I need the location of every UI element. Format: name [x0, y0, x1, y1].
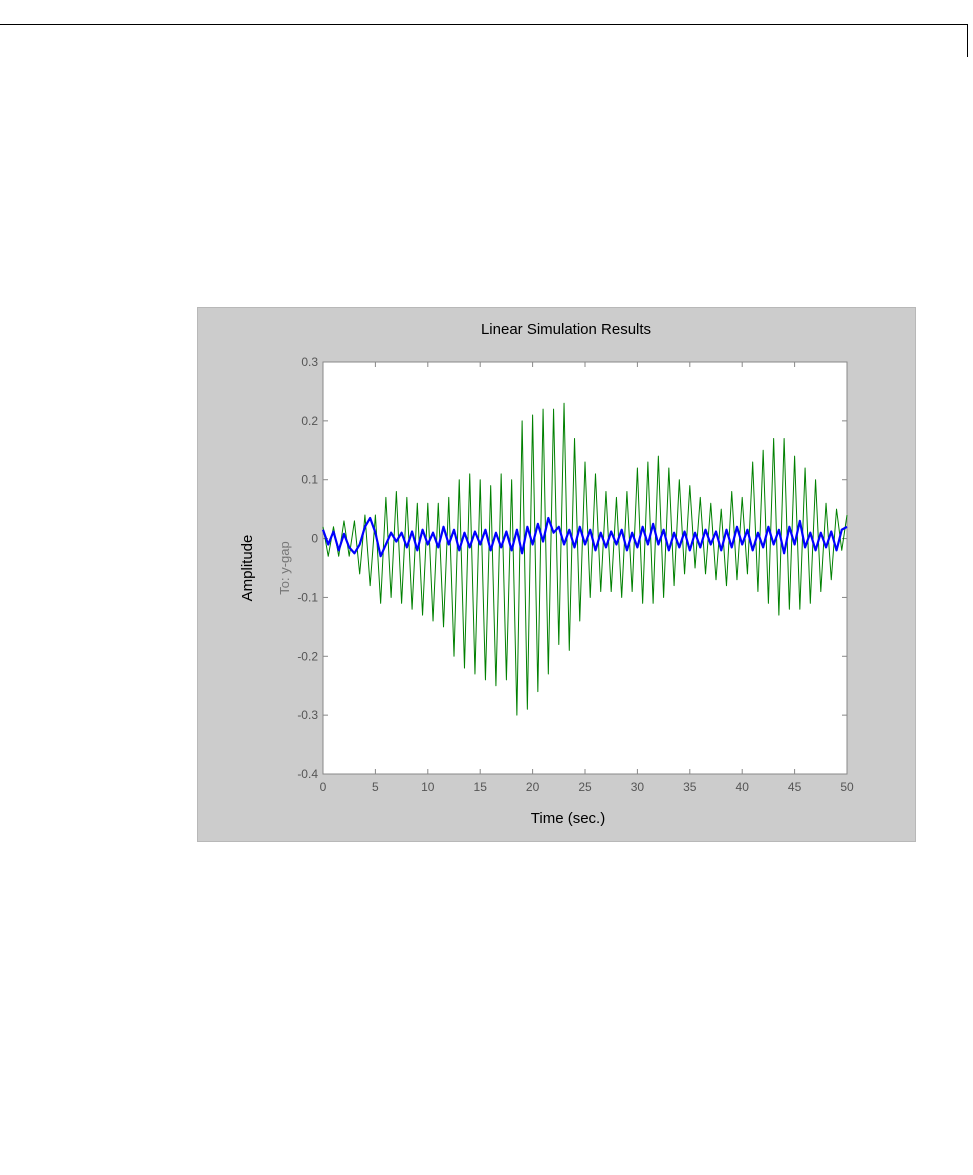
y-tick-label: -0.2	[297, 649, 318, 663]
series-line-green	[322, 402, 848, 716]
y-tick-label: 0	[311, 532, 318, 546]
tick-marks	[322, 361, 848, 775]
y-tick-label: 0.3	[301, 355, 318, 369]
page-header-rule-tick	[967, 24, 968, 57]
y-tick-label: -0.4	[297, 767, 318, 781]
y-tick-label: 0.2	[301, 414, 318, 428]
x-tick-label: 45	[788, 780, 802, 794]
x-tick-label: 5	[372, 780, 379, 794]
series-line-blue	[321, 516, 848, 558]
y-tick-label: -0.1	[297, 590, 318, 604]
x-tick-label: 40	[736, 780, 750, 794]
y-tick-labels: -0.4 -0.3 -0.2 -0.1 0 0.1 0.2 0.3	[297, 355, 318, 781]
y-tick-label: -0.3	[297, 708, 318, 722]
plot-area	[322, 361, 848, 775]
x-tick-label: 25	[578, 780, 592, 794]
x-tick-label: 0	[320, 780, 327, 794]
output-channel-label: To: y-gap	[277, 541, 292, 594]
x-axis-label: Time (sec.)	[531, 810, 605, 827]
x-tick-label: 35	[683, 780, 697, 794]
page-header-rule	[0, 24, 968, 25]
y-tick-label: 0.1	[301, 473, 318, 487]
x-tick-label: 30	[631, 780, 645, 794]
x-tick-label: 15	[474, 780, 488, 794]
x-tick-label: 10	[421, 780, 435, 794]
x-tick-label: 50	[840, 780, 854, 794]
chart-svg: 0 5 10 15 20 25 30 35 40 45 50 -0.4 -0.3 -0.2 -0.1 0 0.…	[239, 321, 854, 827]
y-axis-label: Amplitude	[239, 535, 256, 602]
chart-title: Linear Simulation Results	[481, 321, 651, 338]
x-tick-label: 20	[526, 780, 540, 794]
figure-panel: 0 5 10 15 20 25 30 35 40 45 50 -0.4 -0.3 -0.2 -0.1 0 0.…	[197, 307, 916, 842]
x-tick-labels: 0 5 10 15 20 25 30 35 40 45 50	[320, 780, 854, 794]
series-layer	[321, 402, 848, 716]
